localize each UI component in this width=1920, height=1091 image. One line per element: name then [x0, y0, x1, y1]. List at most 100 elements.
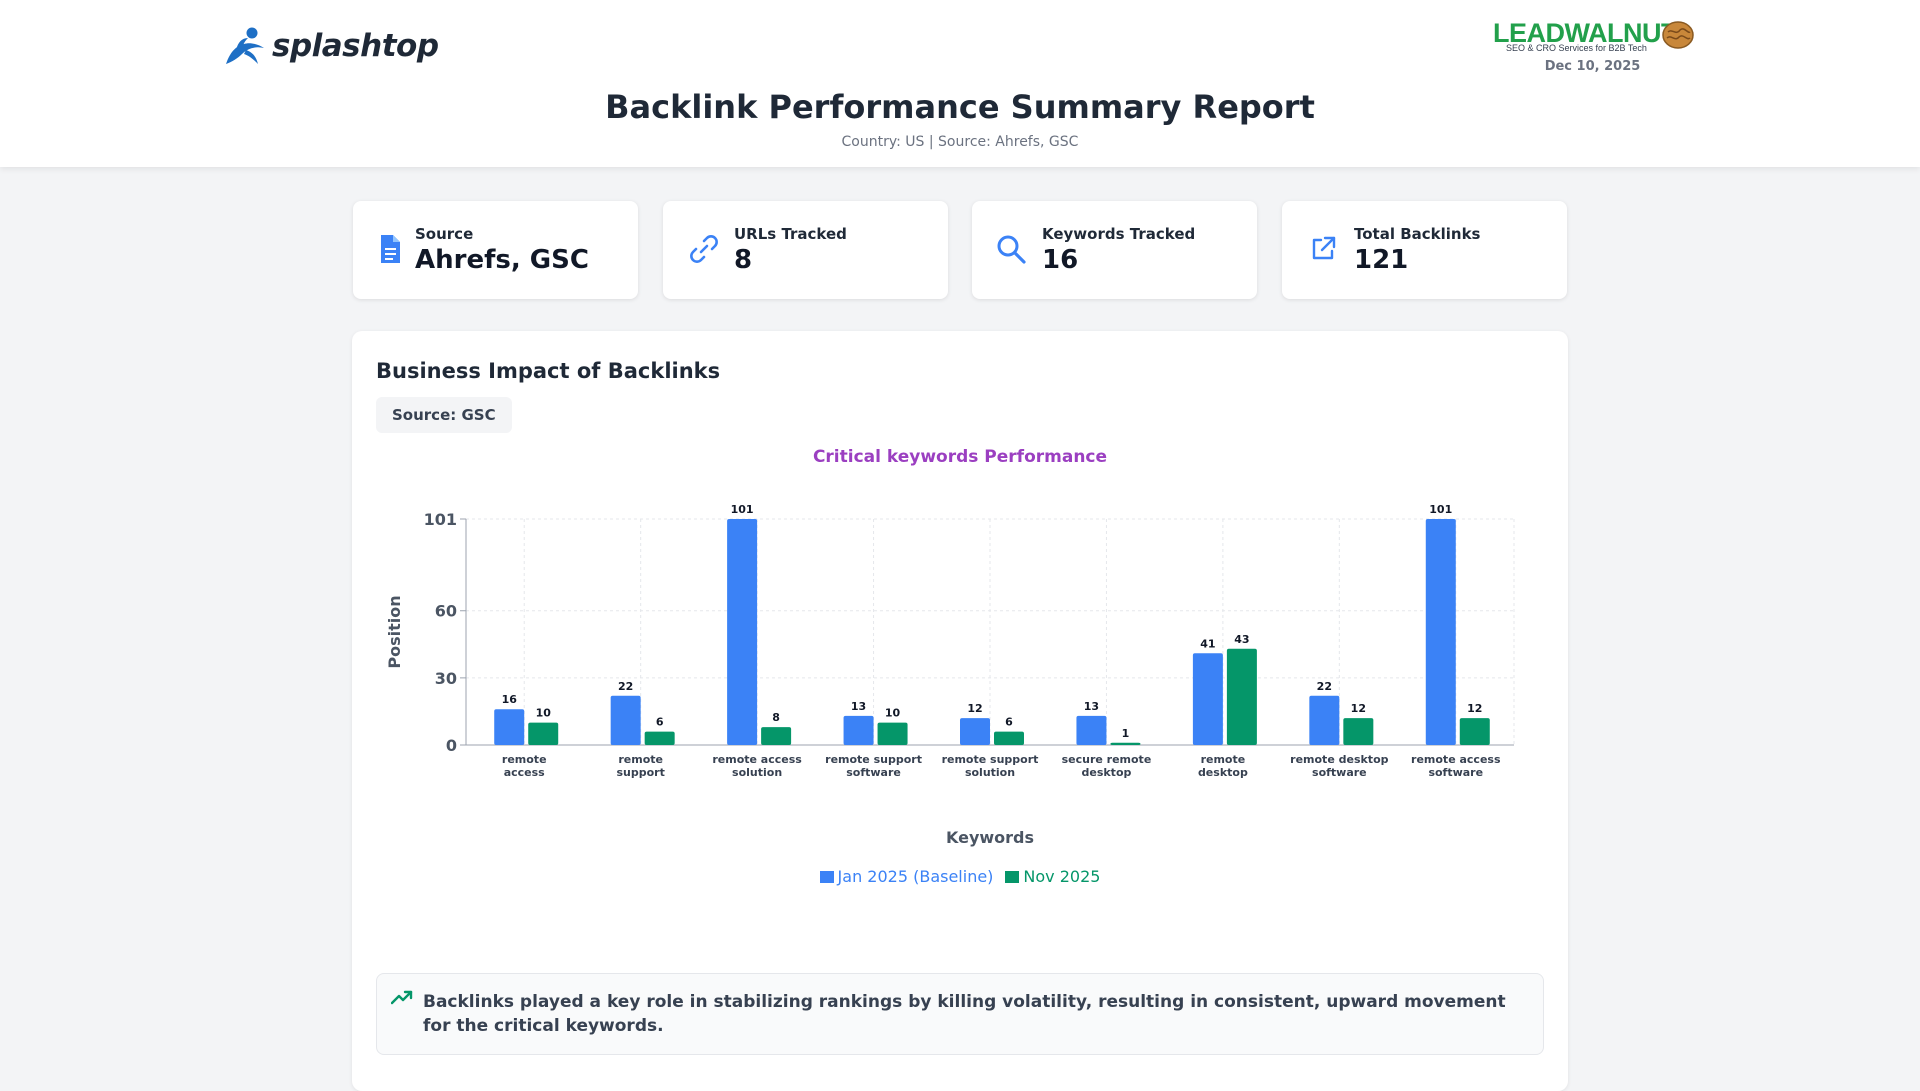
leadwalnut-logo: LEADWALNUT SEO & CRO Services for B2B Te…: [1490, 18, 1694, 78]
x-tick-label: support: [616, 766, 664, 779]
bar-baseline: [1192, 653, 1223, 745]
panel-title: Business Impact of Backlinks: [376, 359, 721, 383]
bar-value-label: 10: [885, 707, 901, 720]
x-tick-label: remote support: [825, 753, 922, 766]
bar-current: [1226, 648, 1257, 745]
document-icon: [381, 235, 400, 263]
insight-box: Backlinks played a key role in stabilizi…: [376, 973, 1544, 1055]
business-impact-panel: Business Impact of Backlinks Source: GSC…: [352, 331, 1568, 1091]
x-tick-label: solution: [965, 766, 1015, 779]
legend-label-current: Nov 2025: [1023, 867, 1101, 886]
bar-baseline: [727, 519, 758, 745]
walnut-icon: [1662, 21, 1694, 49]
x-tick-label: software: [846, 766, 901, 779]
chart-legend: Jan 2025 (Baseline) Nov 2025: [352, 867, 1568, 886]
card-value: Ahrefs, GSC: [415, 245, 589, 275]
splashtop-logo-icon: [226, 27, 264, 64]
bar-value-label: 101: [1429, 503, 1452, 516]
bar-value-label: 6: [1005, 716, 1013, 729]
legend-swatch-current: [1005, 870, 1020, 883]
page-title: Backlink Performance Summary Report: [605, 88, 1315, 126]
x-tick-label: remote: [1201, 753, 1246, 766]
card-value: 8: [734, 245, 753, 275]
y-tick-label: 30: [435, 669, 457, 688]
x-tick-label: desktop: [1198, 766, 1248, 779]
bar-baseline: [1309, 695, 1340, 745]
bar-value-label: 1: [1122, 727, 1130, 740]
bar-value-label: 41: [1200, 637, 1215, 650]
bar-value-label: 43: [1234, 633, 1249, 646]
bar-baseline: [1425, 519, 1456, 745]
bar-current: [761, 727, 792, 745]
search-icon: [997, 235, 1026, 264]
bar-baseline: [1076, 715, 1107, 745]
y-tick-label: 101: [424, 510, 457, 529]
bar-value-label: 101: [731, 503, 754, 516]
y-tick-label: 60: [435, 602, 457, 621]
bar-value-label: 22: [618, 680, 633, 693]
bar-value-label: 6: [656, 716, 664, 729]
leadwalnut-tagline: SEO & CRO Services for B2B Tech: [1506, 43, 1647, 53]
bar-current: [1110, 742, 1141, 745]
bar-current: [994, 731, 1024, 745]
insight-text: Backlinks played a key role in stabilizi…: [423, 992, 1506, 1036]
bar-value-label: 16: [502, 693, 518, 706]
chart-title: Critical keywords Performance: [812, 447, 1108, 467]
bar-baseline: [494, 709, 525, 745]
legend-item-current[interactable]: Nov 2025: [1005, 867, 1100, 886]
x-axis-label: Keywords: [946, 828, 1034, 847]
external-link-icon: [1312, 236, 1336, 260]
card-label: Source: [415, 225, 474, 243]
x-tick-label: remote support: [942, 753, 1039, 766]
source-chip: Source: GSC: [376, 397, 512, 433]
bar-baseline: [960, 718, 990, 745]
bar-value-label: 12: [1467, 702, 1482, 715]
legend-item-baseline[interactable]: Jan 2025 (Baseline): [819, 867, 994, 886]
bar-baseline: [610, 695, 641, 745]
splashtop-logo: splashtop: [222, 24, 439, 68]
bar-current: [877, 722, 908, 745]
bar-value-label: 12: [1351, 702, 1366, 715]
summary-card-urls: URLs Tracked 8: [663, 201, 948, 299]
keywords-bar-chart: 03060101PositionKeywords1610remoteaccess…: [385, 503, 1515, 847]
legend-swatch-baseline: [819, 870, 834, 883]
card-label: URLs Tracked: [734, 225, 847, 243]
bar-value-label: 8: [772, 711, 780, 724]
legend-label-baseline: Jan 2025 (Baseline): [837, 867, 994, 886]
bar-baseline: [843, 715, 874, 745]
bar-current: [644, 731, 675, 745]
summary-card-keywords: Keywords Tracked 16: [972, 201, 1257, 299]
bar-current: [528, 722, 559, 745]
x-tick-label: software: [1312, 766, 1367, 779]
bar-value-label: 10: [536, 707, 552, 720]
bar-value-label: 13: [1084, 700, 1099, 713]
card-value: 121: [1354, 245, 1409, 275]
splashtop-brand-text: splashtop: [272, 28, 439, 64]
bar-value-label: 22: [1317, 680, 1332, 693]
card-value: 16: [1042, 245, 1079, 275]
card-label: Total Backlinks: [1354, 225, 1481, 243]
link-icon: [690, 235, 718, 263]
x-tick-label: desktop: [1081, 766, 1131, 779]
summary-card-backlinks: Total Backlinks 121: [1282, 201, 1567, 299]
y-tick-label: 0: [446, 736, 457, 755]
x-tick-label: remote: [502, 753, 547, 766]
bar-current: [1459, 718, 1490, 745]
page-subtitle: Country: US | Source: Ahrefs, GSC: [841, 134, 1079, 150]
report-header: splashtop LEADWALNUT SEO & CRO Services …: [0, 0, 1920, 167]
bar-value-label: 13: [851, 700, 866, 713]
bar-current: [1343, 718, 1374, 745]
card-label: Keywords Tracked: [1042, 225, 1196, 243]
report-date: Dec 10, 2025: [1544, 59, 1641, 74]
bar-value-label: 12: [967, 702, 982, 715]
x-tick-label: remote access: [1411, 753, 1501, 766]
x-tick-label: remote desktop: [1290, 753, 1388, 766]
x-tick-label: remote: [618, 753, 663, 766]
summary-card-source: Source Ahrefs, GSC: [353, 201, 638, 299]
x-tick-label: remote access: [712, 753, 802, 766]
x-tick-label: access: [504, 766, 545, 779]
trending-up-icon: [391, 990, 413, 1005]
x-tick-label: secure remote: [1062, 753, 1152, 766]
x-tick-label: software: [1428, 766, 1483, 779]
leadwalnut-brand-text: LEADWALNUT: [1493, 18, 1677, 48]
